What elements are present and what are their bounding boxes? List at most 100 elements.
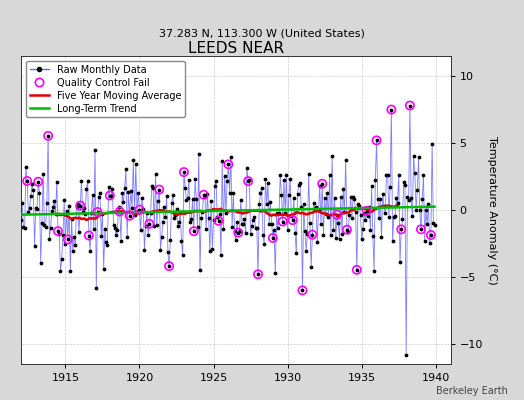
Point <box>224 161 233 168</box>
Point <box>165 263 173 269</box>
Point <box>235 228 244 234</box>
Point <box>375 215 383 222</box>
Point <box>134 190 143 196</box>
Point <box>421 238 429 244</box>
Point <box>242 230 250 236</box>
Point <box>265 220 274 227</box>
Point <box>321 195 329 202</box>
Point <box>384 172 392 178</box>
Point <box>211 182 219 189</box>
Point <box>277 192 286 198</box>
Point <box>165 263 173 269</box>
Point <box>294 182 303 188</box>
Point <box>47 225 55 231</box>
Point <box>425 240 434 246</box>
Point <box>171 212 180 218</box>
Point <box>81 210 90 217</box>
Point <box>414 153 423 160</box>
Point <box>356 212 365 218</box>
Point <box>222 210 230 216</box>
Point <box>149 185 157 192</box>
Point <box>161 213 170 220</box>
Point <box>190 228 198 234</box>
Point <box>413 187 421 193</box>
Point <box>398 216 407 222</box>
Point <box>203 190 212 197</box>
Point <box>280 176 288 183</box>
Point <box>190 228 198 234</box>
Point <box>116 208 124 215</box>
Point <box>313 239 322 245</box>
Point <box>180 169 188 175</box>
Point <box>371 177 379 184</box>
Point <box>344 229 352 235</box>
Point <box>416 207 424 214</box>
Point <box>363 208 371 214</box>
Point <box>129 157 137 164</box>
Point <box>312 204 320 210</box>
Point <box>192 196 201 202</box>
Point <box>350 195 358 202</box>
Point <box>227 154 235 160</box>
Point <box>238 221 246 227</box>
Point <box>31 204 40 211</box>
Point <box>154 198 162 204</box>
Point <box>181 184 189 191</box>
Point <box>132 161 140 167</box>
Point <box>385 214 393 220</box>
Point <box>65 202 73 209</box>
Point <box>135 206 144 213</box>
Point <box>106 192 114 199</box>
Point <box>378 191 387 197</box>
Point <box>179 252 187 258</box>
Point <box>172 206 181 212</box>
Point <box>70 234 78 240</box>
Point <box>111 225 119 231</box>
Point <box>45 236 53 242</box>
Point <box>130 212 139 218</box>
Point <box>266 199 275 206</box>
Point <box>397 226 406 232</box>
Legend: Raw Monthly Data, Quality Control Fail, Five Year Moving Average, Long-Term Tren: Raw Monthly Data, Quality Control Fail, … <box>26 61 185 117</box>
Point <box>138 195 146 202</box>
Point <box>103 242 112 248</box>
Point <box>318 180 326 187</box>
Point <box>125 212 134 219</box>
Point <box>228 224 236 230</box>
Point <box>359 226 367 232</box>
Point <box>343 226 351 233</box>
Point <box>72 204 81 210</box>
Point <box>94 194 103 200</box>
Point <box>176 209 184 215</box>
Point <box>113 227 122 234</box>
Point <box>122 166 130 172</box>
Point <box>427 232 435 238</box>
Point <box>76 202 84 209</box>
Y-axis label: Temperature Anomaly (°C): Temperature Anomaly (°C) <box>487 136 497 284</box>
Point <box>108 186 116 192</box>
Point <box>366 226 375 233</box>
Point <box>264 180 272 186</box>
Point <box>336 194 345 200</box>
Point <box>197 214 205 221</box>
Point <box>155 186 163 193</box>
Point <box>340 209 348 215</box>
Point <box>329 226 337 233</box>
Point <box>407 195 416 202</box>
Point <box>318 180 326 187</box>
Point <box>61 241 70 248</box>
Point <box>34 178 42 185</box>
Point <box>200 192 208 198</box>
Point <box>319 232 328 238</box>
Point <box>145 221 154 227</box>
Point <box>212 178 220 185</box>
Point <box>332 234 340 241</box>
Point <box>255 200 264 207</box>
Point <box>137 227 145 234</box>
Point <box>367 183 376 190</box>
Point <box>56 268 64 274</box>
Point <box>342 157 350 163</box>
Point <box>124 189 133 195</box>
Point <box>409 152 418 159</box>
Point <box>54 228 62 234</box>
